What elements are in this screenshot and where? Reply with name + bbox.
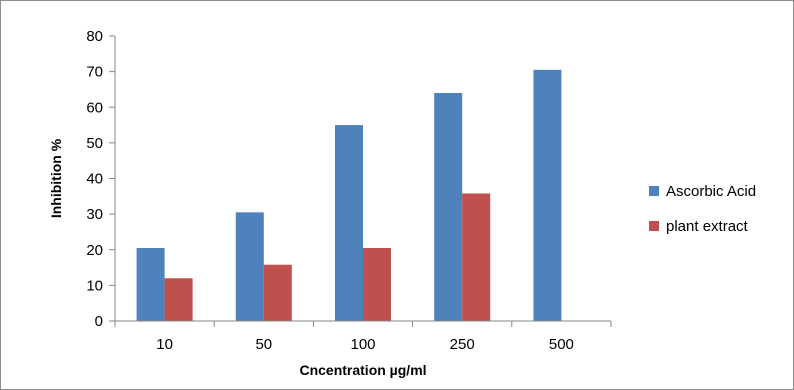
bar-ascorbic-acid-50 — [235, 212, 264, 321]
legend-label-plant-extract: plant extract — [666, 218, 749, 235]
bar-ascorbic-acid-10 — [136, 247, 165, 321]
y-tick-label: 10 — [86, 277, 103, 294]
y-tick-label: 40 — [86, 171, 103, 188]
legend-label-ascorbic-acid: Ascorbic Acid — [666, 183, 756, 200]
x-tick-label: 10 — [156, 336, 173, 353]
y-tick-label: 0 — [95, 313, 103, 330]
legend-swatch-plant-extract — [649, 221, 659, 231]
x-tick-label: 100 — [350, 336, 375, 353]
x-tick-label: 500 — [549, 336, 574, 353]
bar-plant-extract-250 — [462, 193, 491, 321]
legend: Ascorbic Acid plant extract — [649, 183, 756, 235]
y-tick-label: 20 — [86, 242, 103, 259]
y-tick-label: 50 — [86, 135, 103, 152]
x-tick-label: 250 — [450, 336, 475, 353]
bar-plant-extract-100 — [363, 247, 391, 321]
bar-plant-extract-10 — [164, 278, 193, 321]
y-axis-title: Inhibition % — [48, 138, 64, 218]
x-tick-label: 50 — [255, 336, 272, 353]
y-ticks-layer: 0 10 20 30 40 50 60 70 80 — [86, 28, 115, 330]
bar-ascorbic-acid-250 — [434, 93, 463, 321]
bar-ascorbic-acid-500 — [533, 69, 562, 321]
y-tick-label: 80 — [86, 28, 103, 45]
x-ticks-layer: 10 50 100 250 500 — [114, 321, 612, 353]
bar-ascorbic-acid-100 — [335, 125, 363, 321]
bars-layer — [136, 69, 562, 321]
y-tick-label: 70 — [86, 64, 103, 81]
x-axis-title: Cncentration µg/ml — [299, 362, 426, 378]
legend-swatch-ascorbic-acid — [649, 186, 659, 196]
y-tick-label: 60 — [86, 99, 103, 116]
bar-plant-extract-50 — [263, 264, 292, 321]
y-tick-label: 30 — [86, 206, 103, 223]
